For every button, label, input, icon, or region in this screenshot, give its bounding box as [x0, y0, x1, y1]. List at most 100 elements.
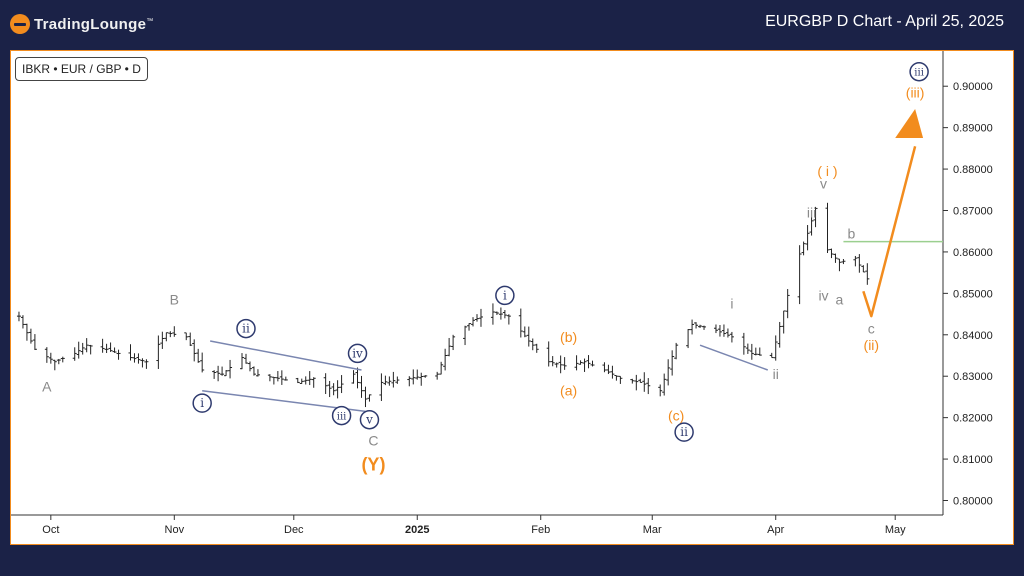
ohlc-bar	[56, 358, 61, 365]
ohlc-bar	[224, 370, 229, 377]
wave-label: i	[200, 396, 204, 410]
ohlc-bar	[443, 348, 448, 371]
x-tick-label: May	[885, 524, 906, 536]
logo-circle-icon	[10, 14, 30, 34]
ohlc-bar	[797, 245, 802, 305]
ohlc-bar	[801, 241, 806, 256]
wave-label: B	[170, 292, 179, 308]
ohlc-bar	[20, 315, 25, 329]
logo-trademark: ™	[146, 17, 154, 25]
ohlc-bar	[518, 308, 523, 338]
ohlc-bar	[24, 323, 29, 341]
wave-label: (iii)	[906, 84, 925, 100]
ohlc-bar	[717, 324, 722, 337]
ohlc-bar	[435, 371, 440, 380]
ohlc-bar	[303, 376, 308, 385]
wave-label: ( i )	[817, 163, 837, 179]
wave-label: b	[847, 225, 855, 241]
ohlc-bar	[192, 339, 197, 362]
ohlc-bar	[295, 377, 300, 384]
ohlc-bar	[494, 311, 499, 315]
x-tick-label: Mar	[643, 524, 662, 536]
ohlc-bar	[363, 386, 368, 408]
wave-label-circle	[909, 61, 929, 82]
logo-text: TradingLounge™	[34, 16, 154, 33]
ohlc-bar	[558, 355, 563, 374]
x-tick-label: Nov	[165, 524, 185, 536]
ohlc-bar	[721, 324, 726, 337]
ohlc-bar	[128, 344, 133, 361]
ohlc-bar	[72, 347, 77, 361]
ohlc-bar	[769, 352, 774, 359]
ohlc-bar	[526, 326, 531, 347]
ohlc-bar	[415, 369, 420, 380]
ohlc-bar	[395, 376, 400, 384]
ohlc-bar	[104, 343, 109, 353]
ohlc-bar	[164, 332, 169, 342]
wave-label: A	[42, 379, 52, 395]
ohlc-bar	[247, 361, 252, 372]
brand-logo[interactable]: TradingLounge™	[10, 13, 154, 35]
ohlc-bar	[136, 353, 141, 364]
wave-label: v	[820, 176, 827, 192]
ohlc-bar	[490, 303, 495, 325]
ohlc-bar	[419, 372, 424, 386]
ohlc-bar	[451, 334, 456, 351]
ohlc-bar	[857, 254, 862, 273]
ohlc-bar	[813, 206, 818, 228]
ohlc-bar	[467, 323, 472, 331]
wave-label: i	[730, 296, 733, 312]
ohlc-bar	[335, 380, 340, 399]
ohlc-bar	[713, 324, 718, 334]
ohlc-bar	[662, 373, 667, 396]
ohlc-bar	[423, 375, 428, 378]
y-tick-label: 0.84000	[953, 330, 993, 342]
ohlc-bar	[407, 376, 412, 387]
ohlc-bar	[28, 328, 33, 344]
ohlc-bar	[48, 352, 53, 364]
ohlc-bar	[805, 225, 810, 251]
wave-label-circle	[192, 393, 212, 413]
ohlc-bar	[184, 332, 189, 341]
ohlc-bar	[359, 375, 364, 398]
ohlc-bar	[76, 341, 81, 359]
ohlc-bar	[32, 334, 37, 350]
ohlc-bar	[550, 356, 555, 367]
ohlc-bar	[602, 362, 607, 373]
ohlc-bar	[749, 343, 754, 360]
symbol-label[interactable]: IBKR • EUR / GBP • D	[15, 57, 148, 81]
ohlc-bar	[471, 317, 476, 327]
wave-label: C	[368, 432, 378, 448]
wave-label-circle	[359, 409, 380, 430]
wave-label: ii	[680, 425, 688, 439]
ohlc-bar	[52, 359, 57, 371]
ohlc-bar	[690, 319, 695, 335]
ohlc-bar	[506, 314, 511, 325]
ohlc-bar	[694, 322, 699, 329]
y-tick-label: 0.86000	[953, 247, 993, 259]
ohlc-bar	[44, 347, 49, 363]
ohlc-bar	[562, 357, 567, 370]
top-bar: TradingLounge™ EURGBP D Chart - April 25…	[0, 0, 1024, 48]
ohlc-bar	[228, 359, 233, 379]
ohlc-bar	[837, 258, 842, 272]
ohlc-bar	[299, 378, 304, 384]
ohlc-bar	[168, 331, 173, 338]
ohlc-bar	[534, 343, 539, 353]
ohlc-bar	[327, 380, 332, 398]
ohlc-bar	[833, 253, 838, 263]
y-tick-label: 0.85000	[953, 288, 993, 300]
wave-label: iv	[352, 346, 363, 360]
ohlc-bar	[140, 358, 145, 368]
wave-label: v	[365, 413, 373, 427]
ohlc-bar	[498, 307, 503, 320]
ohlc-bar	[578, 360, 583, 365]
ohlc-bar	[243, 353, 248, 364]
ohlc-bar	[132, 353, 137, 363]
x-tick-label: Oct	[42, 524, 59, 536]
ohlc-bar	[745, 343, 750, 354]
ohlc-bar	[196, 348, 201, 363]
ohlc-bar	[172, 326, 177, 337]
ohlc-bar	[865, 263, 870, 285]
